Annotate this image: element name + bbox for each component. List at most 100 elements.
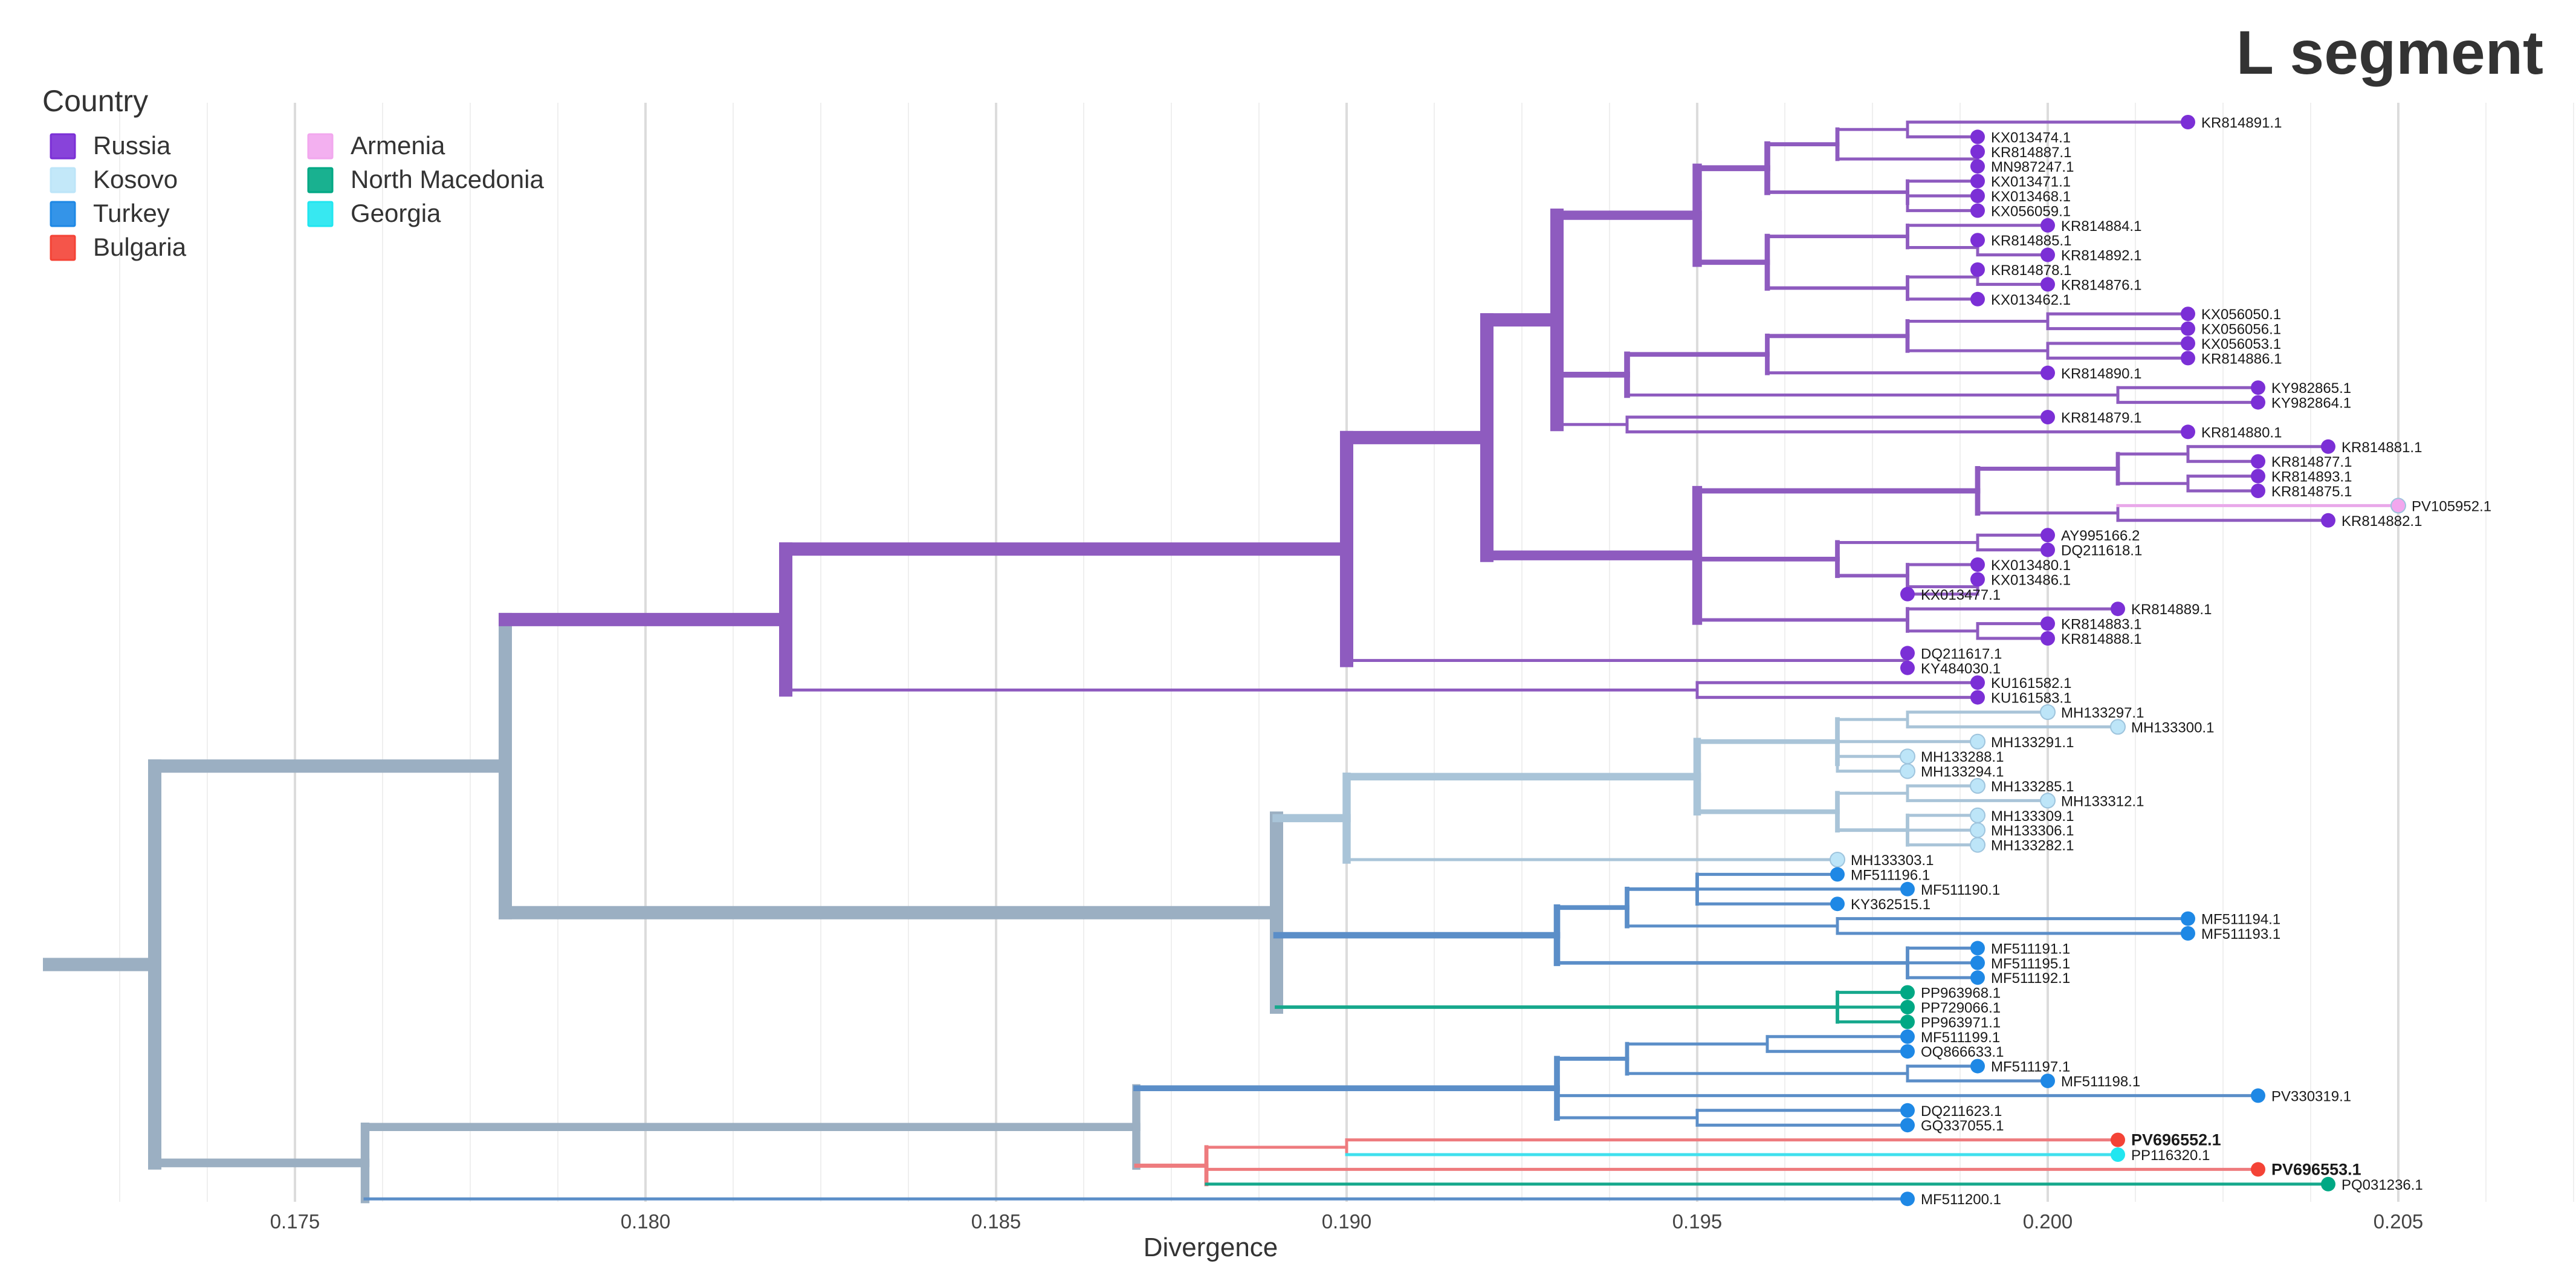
x-tick-label: 0.190 <box>1322 1210 1372 1233</box>
tip-label: KR814893.1 <box>2271 469 2352 485</box>
tip-point <box>1970 941 1985 956</box>
tip-label: KX056056.1 <box>2201 322 2281 338</box>
gridlines <box>119 103 2574 1202</box>
tip-label: AY995166.2 <box>2061 528 2140 544</box>
tip-point <box>2251 484 2265 498</box>
tip-label: DQ211623.1 <box>1921 1103 2002 1120</box>
tip-point <box>1970 233 1985 248</box>
tip-label: KY484030.1 <box>1921 661 2001 677</box>
legend-swatch <box>50 133 76 160</box>
tip-point <box>2040 616 2055 631</box>
tip-point <box>2181 351 2195 366</box>
tip-point <box>2040 528 2055 543</box>
tip-label: MH133291.1 <box>1991 734 2074 751</box>
tip-label: KU161583.1 <box>1991 690 2071 707</box>
tip-point <box>1900 1103 1915 1118</box>
tip-point <box>2181 911 2195 926</box>
tip-point <box>1970 159 1985 174</box>
tip-point <box>2251 454 2265 469</box>
tip-point <box>2181 336 2195 351</box>
tip-point <box>2040 1074 2055 1088</box>
tip-label: MH133297.1 <box>2061 705 2144 721</box>
tip-label: KU161582.1 <box>1991 675 2071 692</box>
tip-point <box>1970 837 1985 853</box>
tip-label: KR814881.1 <box>2341 439 2422 456</box>
tip-label: KX013477.1 <box>1921 587 2001 603</box>
tip-label: KR814884.1 <box>2061 218 2141 235</box>
tip-label: MN987247.1 <box>1991 159 2074 175</box>
tip-point <box>2321 439 2335 454</box>
tip-point <box>1970 807 1985 823</box>
tip-point <box>2251 395 2265 410</box>
tip-label: KX013480.1 <box>1991 557 2071 574</box>
tip-point <box>1970 262 1985 277</box>
tip-label: MF511195.1 <box>1991 956 2070 972</box>
tip-point <box>2040 542 2055 557</box>
tip-label: KX056059.1 <box>1991 203 2071 219</box>
tip-point <box>1970 572 1985 587</box>
tip-label: KR814887.1 <box>1991 144 2071 161</box>
legend-label: Russia <box>93 131 171 160</box>
tip-point <box>2321 1176 2335 1192</box>
tip-point <box>1900 985 1915 1000</box>
tip-label: MF511197.1 <box>1991 1059 2070 1075</box>
tip-label: KY362515.1 <box>1851 897 1930 913</box>
tip-label: PP963971.1 <box>1921 1014 2001 1031</box>
tip-label: KR814876.1 <box>2061 277 2141 293</box>
tip-point <box>2040 704 2056 720</box>
tip-point <box>1830 852 1845 867</box>
tip-label: KX013462.1 <box>1991 292 2071 308</box>
tip-label: MF511198.1 <box>2061 1074 2140 1090</box>
tip-point <box>2321 513 2335 528</box>
tip-label: PP116320.1 <box>2131 1147 2210 1164</box>
tip-point <box>1900 1118 1915 1133</box>
tip-point <box>2181 424 2195 439</box>
legend-label: Kosovo <box>93 165 178 193</box>
tip-label: MH133312.1 <box>2061 793 2144 809</box>
tip-point <box>1970 675 1985 690</box>
tip-point <box>2181 926 2195 941</box>
legend-label: Turkey <box>93 199 170 227</box>
legend-swatch <box>307 201 334 227</box>
tip-label: MF511200.1 <box>1921 1192 2001 1208</box>
tip-label: KR814891.1 <box>2201 115 2282 131</box>
x-tick-label: 0.205 <box>2374 1210 2424 1233</box>
tip-point <box>1900 1192 1915 1207</box>
legend-label: Bulgaria <box>93 233 187 261</box>
tip-label: MF511193.1 <box>2201 926 2280 942</box>
tip-label: KR814879.1 <box>2061 410 2141 426</box>
tip-label: KR814877.1 <box>2271 454 2352 470</box>
tip-labels: KR814891.1 KX013474.1KR814887.1MN987247.1… <box>1851 115 2491 1208</box>
tip-label: KX013486.1 <box>1991 572 2071 588</box>
tip-points <box>1830 115 2406 1207</box>
tip-label: KR814892.1 <box>2061 248 2141 264</box>
tip-label: KX013471.1 <box>1991 174 2071 190</box>
tip-point <box>2251 1088 2265 1103</box>
tip-label: DQ211617.1 <box>1921 646 2002 662</box>
tip-label: DQ211618.1 <box>2061 543 2142 559</box>
tip-point <box>1900 763 1915 779</box>
tip-point <box>1970 129 1985 144</box>
tip-point <box>1830 897 1845 912</box>
tip-label: MH133306.1 <box>1991 823 2074 839</box>
x-tick-label: 0.175 <box>270 1210 320 1233</box>
tip-point <box>2040 631 2055 646</box>
tip-point <box>1970 173 1985 189</box>
tip-label: MH133282.1 <box>1991 838 2074 854</box>
tip-label: KR814886.1 <box>2201 351 2282 367</box>
tip-point <box>1900 881 1915 897</box>
tip-label: MH133300.1 <box>2131 719 2214 736</box>
tip-point <box>1900 586 1915 601</box>
x-tick-label: 0.200 <box>2023 1210 2073 1233</box>
tip-label: PQ031236.1 <box>2341 1177 2423 1193</box>
tip-point <box>2040 793 2056 809</box>
tip-point <box>1830 867 1845 882</box>
tip-point <box>1970 203 1985 218</box>
legend: Country Russia Kosovo Turkey Bulgaria Armeni… <box>42 84 544 261</box>
tip-point <box>1970 822 1985 838</box>
tip-point <box>2181 306 2195 322</box>
tip-point <box>1900 646 1915 661</box>
tip-point <box>1970 733 1985 750</box>
tip-point <box>2110 719 2126 735</box>
tip-label: OQ866633.1 <box>1921 1044 2004 1060</box>
